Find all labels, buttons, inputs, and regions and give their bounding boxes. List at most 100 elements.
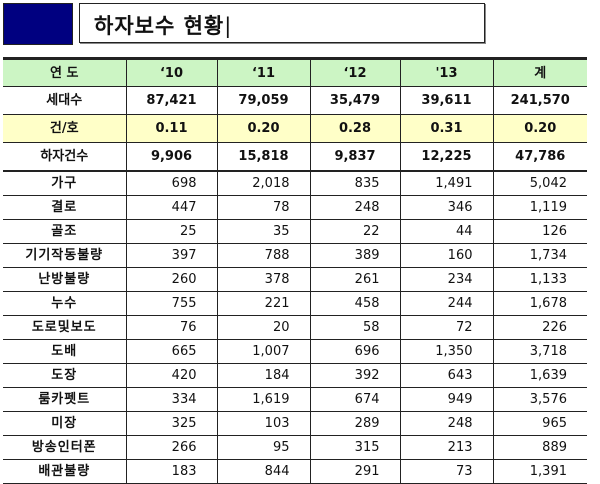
table-row: 누수 755 221 458 244 1,678 [3, 291, 587, 316]
cell: 1,734 [493, 243, 587, 268]
cell: 3,576 [493, 387, 587, 412]
table-row: 룸카펫트 334 1,619 674 949 3,576 [3, 387, 587, 412]
row-label: 난방불량 [3, 267, 127, 292]
cell: 0.28 [310, 114, 401, 143]
row-label: 미장 [3, 411, 127, 436]
table-header-row: 연 도 ‘10 ‘11 ‘12 '13 계 [3, 57, 587, 87]
table-row: 난방불량 260 378 261 234 1,133 [3, 267, 587, 292]
cell: 3,718 [493, 339, 587, 364]
cell: 9,837 [310, 142, 401, 172]
households-row: 세대수 87,421 79,059 35,479 39,611 241,570 [3, 86, 587, 115]
cell: 643 [400, 363, 494, 388]
cell: 261 [310, 267, 401, 292]
cell: 126 [493, 219, 587, 244]
cell: 0.20 [217, 114, 311, 143]
cell: 244 [400, 291, 494, 316]
cell: 315 [310, 435, 401, 460]
cell: 1,391 [493, 459, 587, 484]
cell: 79,059 [217, 86, 311, 115]
cell: 1,350 [400, 339, 494, 364]
cell: 2,018 [217, 171, 311, 196]
cell: 72 [400, 315, 494, 340]
cell: 44 [400, 219, 494, 244]
cell: 334 [126, 387, 218, 412]
row-label: 방송인터폰 [3, 435, 127, 460]
cell: 291 [310, 459, 401, 484]
cell: 95 [217, 435, 311, 460]
cell: 325 [126, 411, 218, 436]
cell: 835 [310, 171, 401, 196]
header-2011: ‘11 [217, 57, 311, 87]
cell: 1,619 [217, 387, 311, 412]
cell: 221 [217, 291, 311, 316]
table-row: 미장 325 103 289 248 965 [3, 411, 587, 436]
cell: 1,007 [217, 339, 311, 364]
row-label: 룸카펫트 [3, 387, 127, 412]
cell: 844 [217, 459, 311, 484]
cell: 22 [310, 219, 401, 244]
cell: 160 [400, 243, 494, 268]
cell: 78 [217, 195, 311, 220]
cell: 20 [217, 315, 311, 340]
cell: 58 [310, 315, 401, 340]
cell: 241,570 [493, 86, 587, 115]
cell: 5,042 [493, 171, 587, 196]
row-label: 세대수 [3, 86, 127, 115]
row-label: 배관불량 [3, 459, 127, 484]
cell: 39,611 [400, 86, 494, 115]
cell: 1,678 [493, 291, 587, 316]
cell: 447 [126, 195, 218, 220]
cell: 0.11 [126, 114, 218, 143]
cell: 420 [126, 363, 218, 388]
cell: 0.31 [400, 114, 494, 143]
defect-count-row: 하자건수 9,906 15,818 9,837 12,225 47,786 [3, 142, 587, 172]
cell: 183 [126, 459, 218, 484]
cell: 889 [493, 435, 587, 460]
title-box: 하자보수 현황| [79, 3, 485, 43]
cell: 12,225 [400, 142, 494, 172]
row-label: 도배 [3, 339, 127, 364]
cell: 346 [400, 195, 494, 220]
cell: 15,818 [217, 142, 311, 172]
cell: 698 [126, 171, 218, 196]
cell: 213 [400, 435, 494, 460]
table-row: 방송인터폰 266 95 315 213 889 [3, 435, 587, 460]
row-label: 누수 [3, 291, 127, 316]
text-cursor: | [224, 14, 233, 38]
cell: 674 [310, 387, 401, 412]
header-2012: ‘12 [310, 57, 401, 87]
table-row: 결로 447 78 248 346 1,119 [3, 195, 587, 220]
cell: 965 [493, 411, 587, 436]
cell: 696 [310, 339, 401, 364]
cell: 1,491 [400, 171, 494, 196]
cell: 226 [493, 315, 587, 340]
title-bar: 하자보수 현황| [3, 3, 553, 45]
header-total: 계 [493, 57, 587, 87]
cell: 788 [217, 243, 311, 268]
cell: 1,639 [493, 363, 587, 388]
table-row: 도장 420 184 392 643 1,639 [3, 363, 587, 388]
cell: 0.20 [493, 114, 587, 143]
row-label: 도로및보도 [3, 315, 127, 340]
cell: 103 [217, 411, 311, 436]
page-title: 하자보수 현황| [94, 14, 233, 38]
cell: 949 [400, 387, 494, 412]
header-2013: '13 [400, 57, 494, 87]
table-row: 가구 698 2,018 835 1,491 5,042 [3, 171, 587, 196]
cell: 1,133 [493, 267, 587, 292]
cell: 665 [126, 339, 218, 364]
cell: 25 [126, 219, 218, 244]
row-label: 기기작동불량 [3, 243, 127, 268]
cell: 458 [310, 291, 401, 316]
row-label: 하자건수 [3, 142, 127, 172]
cell: 248 [400, 411, 494, 436]
cell: 289 [310, 411, 401, 436]
row-label: 골조 [3, 219, 127, 244]
detail-rows: 가구 698 2,018 835 1,491 5,042 결로 447 78 248 346 1,11… [3, 171, 587, 484]
row-label: 건/호 [3, 114, 127, 143]
cell: 389 [310, 243, 401, 268]
cell: 47,786 [493, 142, 587, 172]
cell: 73 [400, 459, 494, 484]
cell: 87,421 [126, 86, 218, 115]
cases-per-unit-row: 건/호 0.11 0.20 0.28 0.31 0.20 [3, 114, 587, 143]
